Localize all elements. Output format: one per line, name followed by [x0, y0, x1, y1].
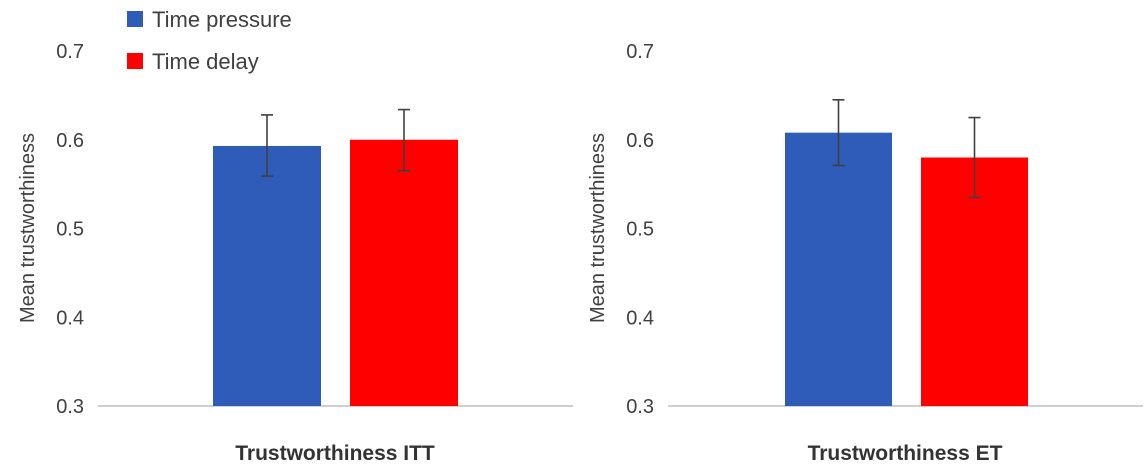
bar-time-delay-itt — [350, 139, 458, 406]
bar-time-delay-et — [921, 157, 1028, 406]
bars-itt — [213, 108, 458, 406]
y-tick-label: 0.7 — [626, 41, 654, 63]
y-axis-label-itt: Mean trustworthiness — [17, 133, 39, 323]
legend-label-time-pressure: Time pressure — [152, 7, 292, 32]
legend-label-time-delay: Time delay — [152, 49, 259, 74]
legend: Time pressure Time delay — [127, 7, 292, 74]
chart-et: Mean trustworthiness 0.3 0.4 0.5 0.6 0.7 Tru… — [587, 41, 1143, 464]
y-tick-label: 0.6 — [56, 130, 84, 152]
y-tick-label: 0.4 — [626, 307, 654, 329]
y-tick-label: 0.5 — [626, 219, 654, 241]
bars-et — [785, 99, 1028, 406]
x-axis-label-et: Trustworthiness ET — [808, 442, 1003, 464]
y-tick-label: 0.6 — [626, 130, 654, 152]
y-tick-label: 0.4 — [56, 307, 84, 329]
y-tick-label: 0.3 — [626, 396, 654, 418]
chart-itt: Mean trustworthiness 0.3 0.4 0.5 0.6 0.7 Tru… — [17, 41, 573, 464]
bar-time-pressure-et — [785, 132, 892, 406]
y-axis-label-et: Mean trustworthiness — [587, 133, 609, 323]
y-tick-label: 0.7 — [56, 41, 84, 63]
y-ticks-itt: 0.3 0.4 0.5 0.6 0.7 — [56, 41, 84, 418]
y-tick-label: 0.5 — [56, 219, 84, 241]
legend-swatch-time-delay — [127, 53, 143, 69]
x-axis-label-itt: Trustworthiness ITT — [235, 442, 435, 464]
legend-swatch-time-pressure — [127, 11, 143, 27]
bar-time-pressure-itt — [213, 145, 321, 406]
y-tick-label: 0.3 — [56, 396, 84, 418]
y-ticks-et: 0.3 0.4 0.5 0.6 0.7 — [626, 41, 654, 418]
